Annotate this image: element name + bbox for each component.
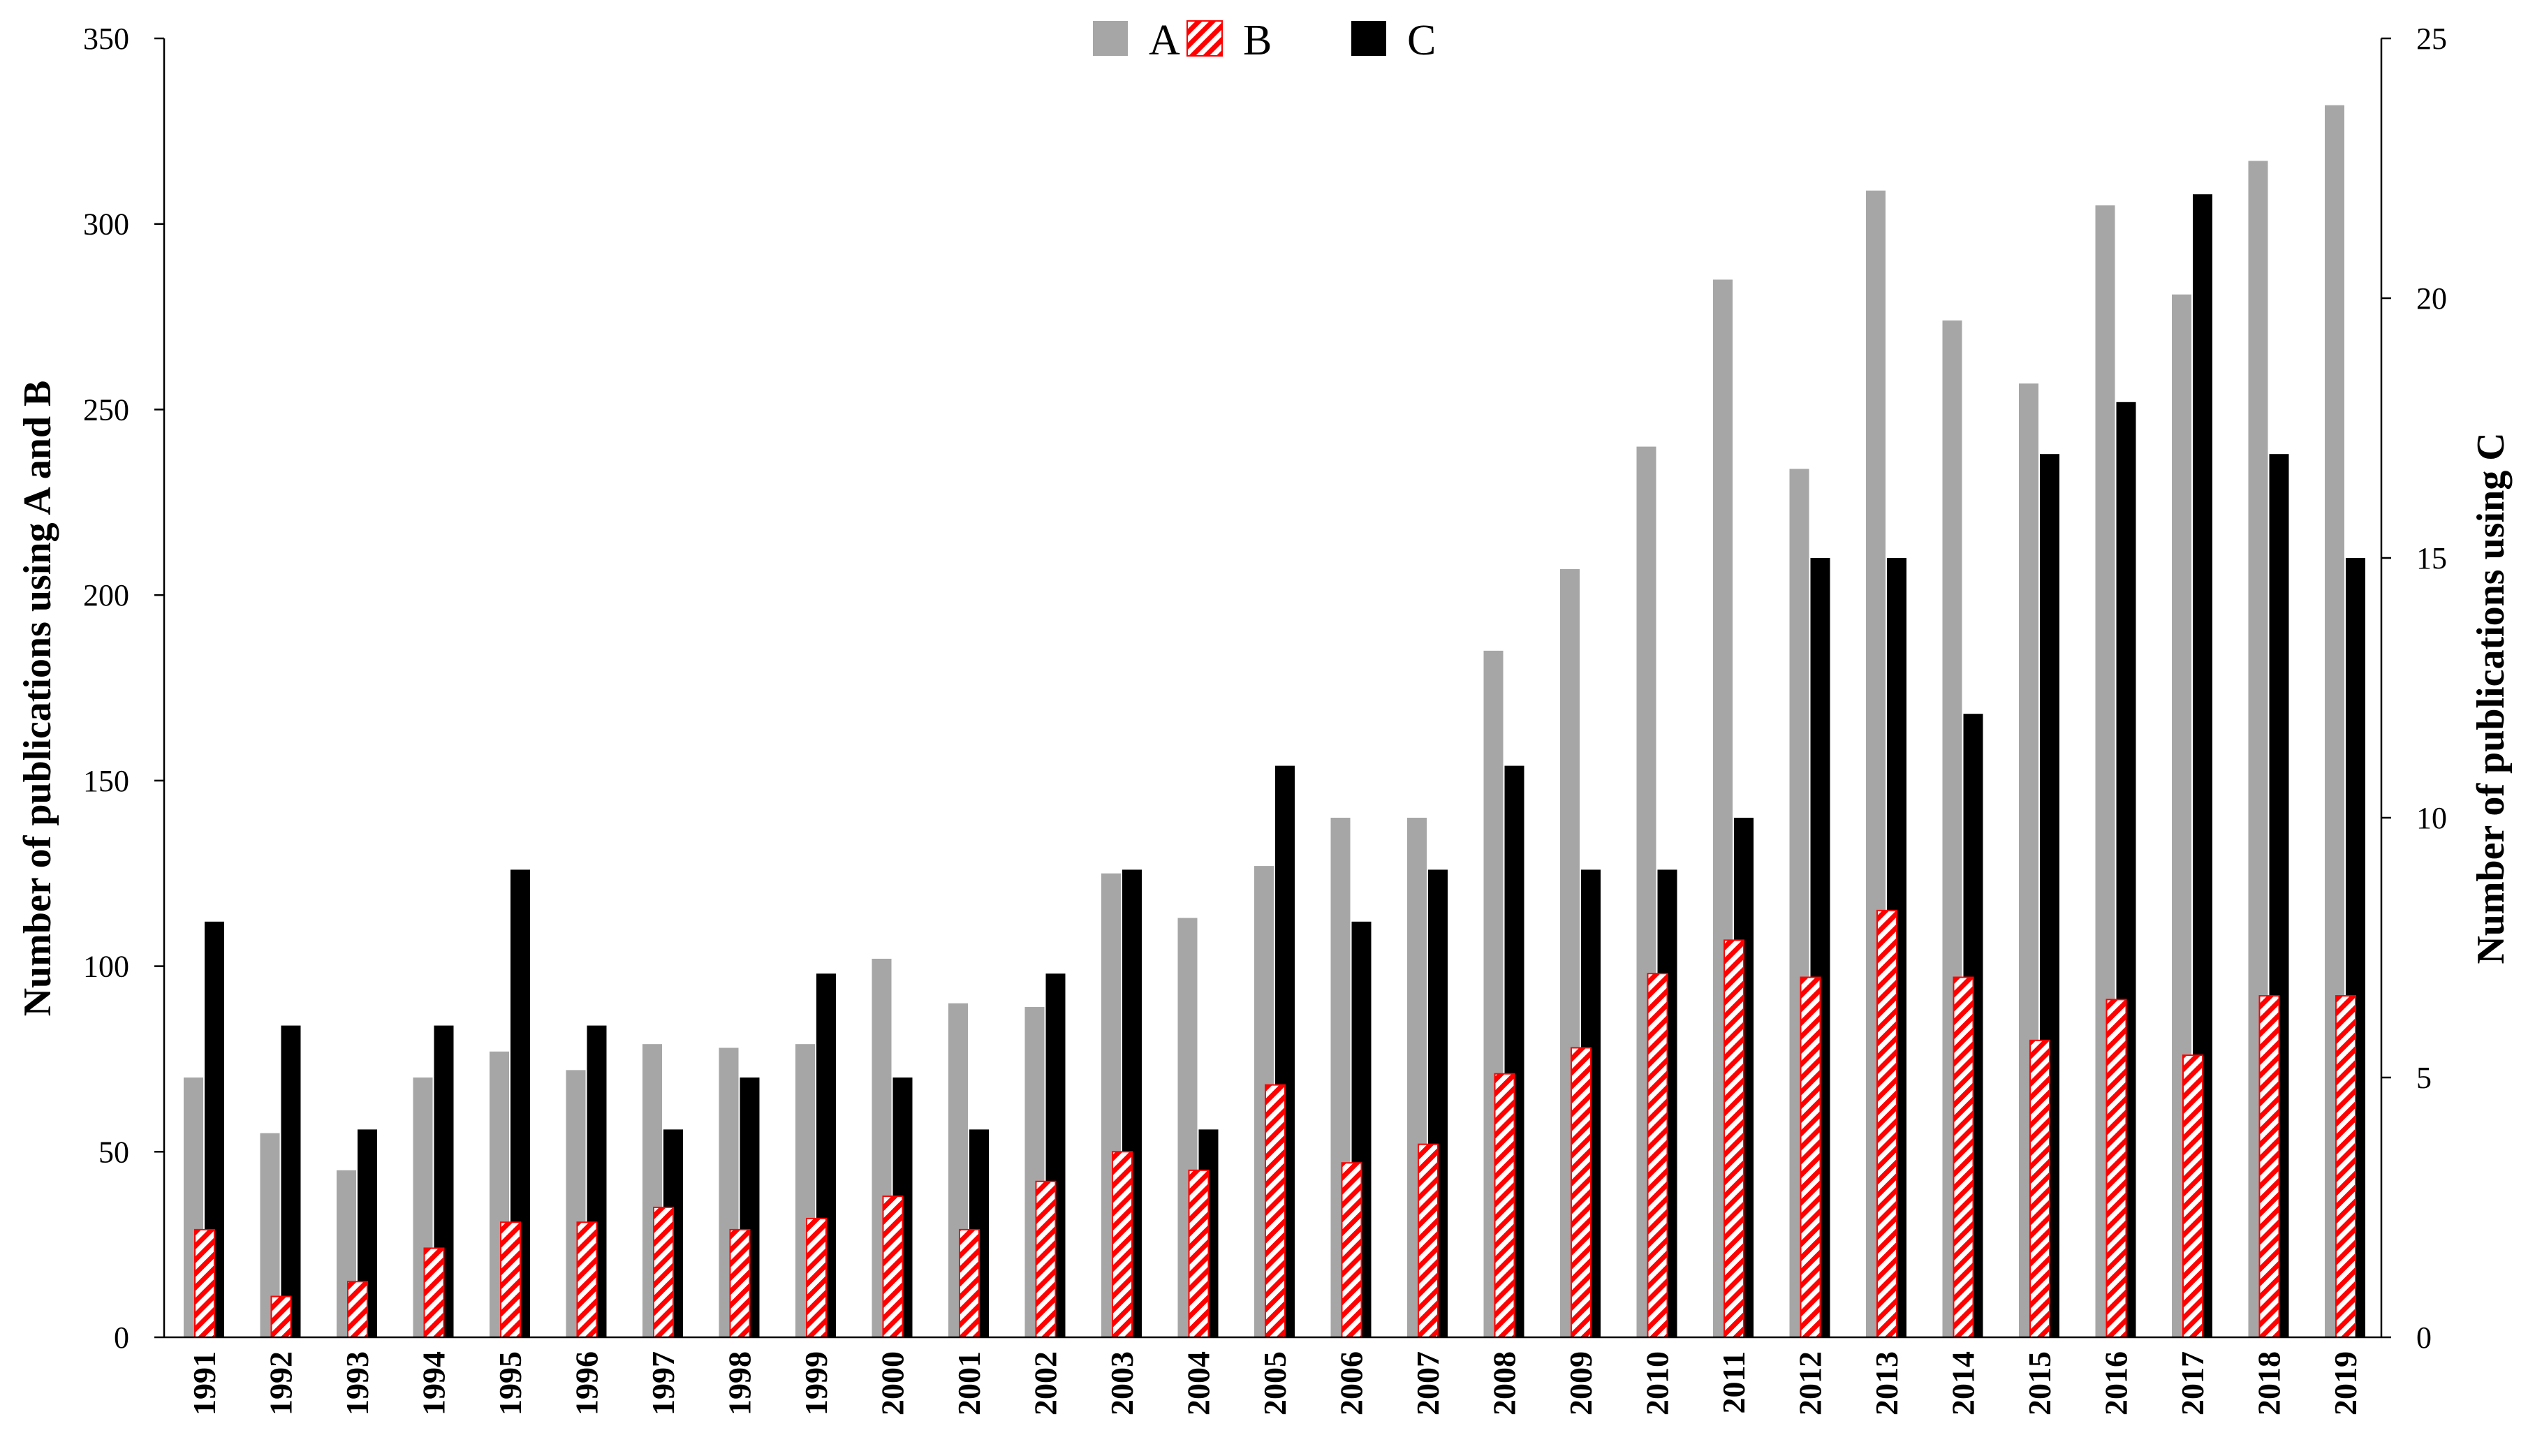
bar-b-1994 xyxy=(423,1247,445,1339)
x-tick-label-2018: 2018 xyxy=(2251,1351,2287,1415)
legend-label-b: B xyxy=(1243,17,1272,64)
bar-b-2018 xyxy=(2258,995,2280,1338)
y-axis-left-ticks: 0 50 100 150 200 250 300 350 xyxy=(83,22,164,1355)
x-tick-label-1992: 1992 xyxy=(263,1351,299,1415)
x-tick-label-2011: 2011 xyxy=(1716,1351,1751,1413)
y-left-tick-label: 300 xyxy=(83,207,129,242)
x-tick-label-2012: 2012 xyxy=(1793,1351,1828,1415)
y-axis-right-title: Number of publications using C xyxy=(2469,432,2513,964)
legend: A B C xyxy=(1093,17,1436,64)
bar-b-2001 xyxy=(959,1228,980,1339)
y-axis-right-ticks: 0 5 10 15 20 25 xyxy=(2381,22,2447,1355)
x-tick-label-1993: 1993 xyxy=(339,1351,375,1415)
bar-b-2009 xyxy=(1571,1047,1592,1338)
y-right-tick-label: 25 xyxy=(2416,22,2447,56)
x-tick-label-1994: 1994 xyxy=(416,1351,452,1415)
x-tick-label-2001: 2001 xyxy=(951,1351,987,1415)
bar-b-2008 xyxy=(1494,1073,1515,1338)
x-tick-label-2003: 2003 xyxy=(1104,1351,1140,1415)
bar-b-2019 xyxy=(2335,995,2356,1338)
bar-b-2002 xyxy=(1035,1180,1057,1339)
x-tick-label-1991: 1991 xyxy=(186,1351,222,1415)
y-left-tick-label: 100 xyxy=(83,950,129,984)
x-tick-label-2000: 2000 xyxy=(875,1351,911,1415)
x-axis-ticks: 1991 1992 1993 1994 1995 1996 1997 1998 1999 2000… xyxy=(186,1351,2363,1415)
y-left-tick-label: 150 xyxy=(83,764,129,798)
y-axis-left-title: Number of publications using A and B xyxy=(16,381,59,1017)
bar-b-2014 xyxy=(1953,976,1974,1338)
legend-label-c: C xyxy=(1407,17,1436,64)
x-tick-label-2010: 2010 xyxy=(1640,1351,1675,1415)
bar-b-2003 xyxy=(1112,1151,1133,1339)
bar-b-1992 xyxy=(270,1295,292,1338)
y-left-tick-label: 200 xyxy=(83,578,129,612)
bar-c-1992 xyxy=(281,1025,301,1337)
bar-b-2004 xyxy=(1188,1169,1210,1339)
x-tick-label-2007: 2007 xyxy=(1410,1351,1446,1415)
bar-b-2012 xyxy=(1800,976,1821,1338)
legend-swatch-b xyxy=(1186,20,1223,57)
bar-b-2007 xyxy=(1418,1143,1439,1338)
bar-b-2015 xyxy=(2029,1039,2050,1339)
bar-b-1998 xyxy=(729,1228,751,1339)
legend-label-a: A xyxy=(1149,17,1180,64)
x-tick-label-2008: 2008 xyxy=(1487,1351,1522,1415)
x-tick-label-2013: 2013 xyxy=(1869,1351,1904,1415)
y-right-tick-label: 0 xyxy=(2416,1321,2432,1355)
bar-b-1993 xyxy=(347,1281,368,1339)
legend-swatch-c xyxy=(1351,21,1386,56)
y-right-tick-label: 10 xyxy=(2416,801,2447,835)
bar-b-2006 xyxy=(1341,1162,1362,1338)
y-left-tick-label: 0 xyxy=(114,1321,129,1355)
y-left-tick-label: 250 xyxy=(83,392,129,427)
x-tick-label-2004: 2004 xyxy=(1181,1351,1217,1415)
bar-b-1995 xyxy=(500,1221,521,1339)
bar-b-2017 xyxy=(2182,1054,2203,1338)
bar-b-2011 xyxy=(1724,939,1744,1339)
y-right-tick-label: 20 xyxy=(2416,281,2447,316)
bar-b-2005 xyxy=(1265,1084,1286,1338)
bar-b-2016 xyxy=(2106,999,2127,1339)
x-tick-label-1998: 1998 xyxy=(722,1351,758,1415)
x-tick-label-2019: 2019 xyxy=(2328,1351,2363,1415)
x-tick-label-1995: 1995 xyxy=(492,1351,528,1415)
x-tick-label-2009: 2009 xyxy=(1563,1351,1599,1415)
bar-b-2000 xyxy=(882,1196,904,1338)
bar-b-1996 xyxy=(576,1221,598,1339)
x-tick-label-1997: 1997 xyxy=(645,1351,681,1415)
y-left-tick-label: 50 xyxy=(98,1135,129,1169)
bar-b-1999 xyxy=(806,1217,827,1339)
y-right-tick-label: 5 xyxy=(2416,1061,2432,1095)
legend-swatch-a xyxy=(1093,21,1128,56)
x-tick-label-2005: 2005 xyxy=(1257,1351,1293,1415)
bar-group xyxy=(184,105,2365,1339)
x-tick-label-2014: 2014 xyxy=(1946,1351,1981,1415)
x-tick-label-2006: 2006 xyxy=(1334,1351,1369,1415)
x-tick-label-1996: 1996 xyxy=(569,1351,605,1415)
y-left-tick-label: 350 xyxy=(83,22,129,56)
x-tick-label-2017: 2017 xyxy=(2175,1351,2210,1415)
x-tick-label-2016: 2016 xyxy=(2099,1351,2134,1415)
bar-b-1997 xyxy=(653,1207,674,1338)
bar-b-2010 xyxy=(1647,973,1668,1338)
x-tick-label-2015: 2015 xyxy=(2022,1351,2057,1415)
x-tick-label-2002: 2002 xyxy=(1028,1351,1064,1415)
axes xyxy=(163,38,2383,1339)
bar-b-2013 xyxy=(1876,909,1897,1339)
x-tick-label-1999: 1999 xyxy=(798,1351,834,1415)
bar-b-1991 xyxy=(194,1228,215,1339)
y-right-tick-label: 15 xyxy=(2416,541,2447,575)
